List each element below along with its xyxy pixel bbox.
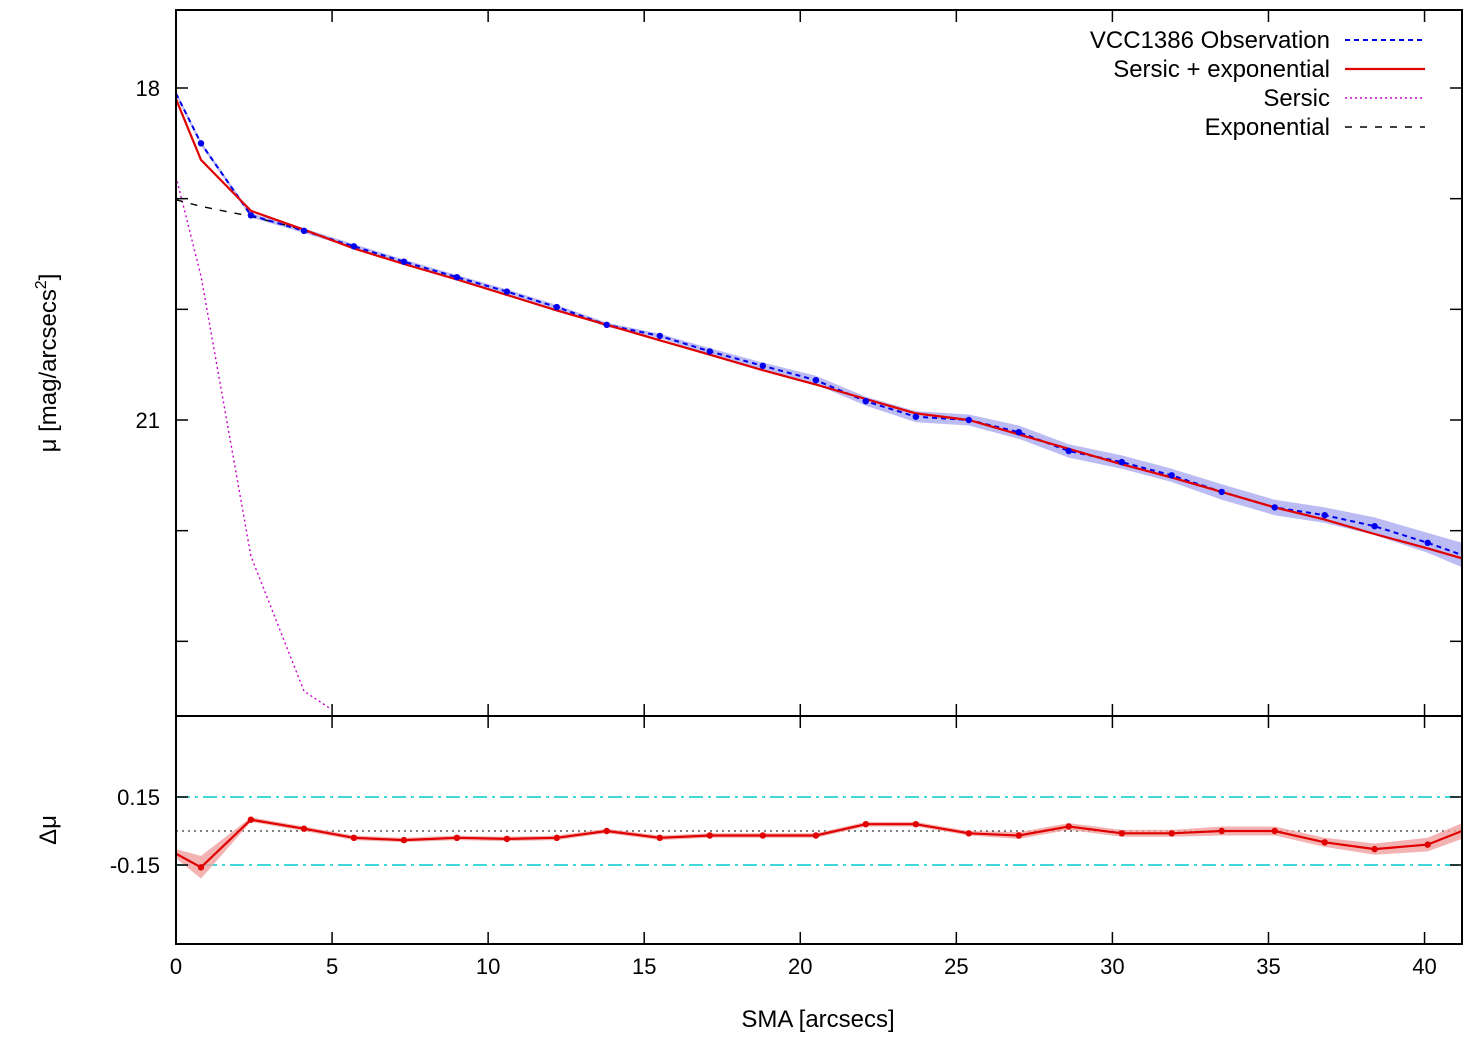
observation-point bbox=[503, 288, 511, 295]
residual-point bbox=[1424, 841, 1431, 848]
y-axis-label-close: ] bbox=[35, 274, 62, 281]
residual-point bbox=[197, 864, 205, 871]
observation-point bbox=[197, 140, 205, 147]
residual-point bbox=[1118, 830, 1126, 837]
y-tick-label: 21 bbox=[136, 408, 160, 433]
residual-point bbox=[1015, 832, 1022, 839]
observation-point bbox=[247, 212, 255, 219]
observation-error-band bbox=[176, 91, 1462, 568]
series-line-exponential bbox=[176, 199, 305, 231]
observation-point bbox=[553, 303, 560, 311]
y-axis-label-main: μ [mag/arcsecs bbox=[35, 289, 62, 452]
residual-points bbox=[197, 816, 1431, 871]
x-axis-label: SMA [arcsecs] bbox=[741, 1006, 894, 1033]
y-axis-label: μ [mag/arcsecs2] bbox=[33, 274, 62, 453]
residual-point bbox=[603, 827, 610, 835]
main-series bbox=[176, 93, 1462, 709]
residual-point bbox=[759, 832, 766, 839]
legend-label: Sersic + exponential bbox=[1113, 56, 1330, 83]
residual-point bbox=[1218, 827, 1225, 835]
x-tick-label: 40 bbox=[1412, 954, 1436, 979]
x-tick-label: 25 bbox=[944, 954, 968, 979]
residual-y-axis-label: Δμ bbox=[35, 815, 62, 845]
observation-point bbox=[1371, 523, 1378, 530]
observation-point bbox=[1015, 429, 1022, 436]
observation-point bbox=[400, 258, 408, 265]
residual-point bbox=[1065, 823, 1072, 830]
series-line-sersic-exponential bbox=[176, 98, 1462, 560]
series-line-sersic bbox=[176, 176, 330, 709]
axis-ticks bbox=[175, 10, 1462, 944]
x-tick-label: 10 bbox=[476, 954, 500, 979]
residual-plot-frame bbox=[175, 715, 1463, 945]
residual-point bbox=[400, 836, 408, 844]
residual-error-band bbox=[176, 817, 1462, 879]
residual-point bbox=[1271, 827, 1278, 835]
legend-label: VCC1386 Observation bbox=[1090, 27, 1330, 54]
residual-point bbox=[453, 834, 461, 841]
residual-point bbox=[706, 832, 713, 839]
observation-point bbox=[656, 332, 663, 340]
observation-point bbox=[1321, 512, 1328, 519]
observation-point bbox=[812, 377, 820, 384]
observation-point bbox=[603, 321, 610, 328]
residual-point bbox=[1168, 830, 1175, 837]
x-tick-label: 20 bbox=[788, 954, 812, 979]
observation-point bbox=[1168, 472, 1175, 479]
residual-point bbox=[1321, 839, 1328, 846]
residual-point bbox=[912, 821, 919, 828]
main-points bbox=[197, 140, 1431, 546]
residual-point bbox=[862, 821, 869, 828]
series-line-vcc1386-observation bbox=[176, 93, 1462, 556]
observation-point bbox=[300, 227, 308, 234]
x-tick-label: 0 bbox=[170, 954, 182, 979]
y-tick-label: 18 bbox=[136, 76, 160, 101]
x-tick-label: 15 bbox=[632, 954, 656, 979]
main-error-band bbox=[176, 91, 1462, 568]
observation-point bbox=[1271, 504, 1278, 511]
residual-point bbox=[247, 816, 255, 823]
residual-point bbox=[1371, 845, 1378, 853]
residual-point bbox=[300, 825, 308, 832]
observation-point bbox=[1218, 488, 1225, 496]
observation-point bbox=[1118, 458, 1126, 466]
observation-point bbox=[862, 398, 869, 405]
residual-point bbox=[350, 834, 358, 841]
legend-label: Sersic bbox=[1263, 85, 1330, 112]
y-axis-label-superscript: 2 bbox=[33, 280, 50, 289]
residual-y-tick-label: -0.15 bbox=[110, 853, 160, 878]
tick-labels: 0 5 10 15 20 25 30 35 40 18 21 0.15 -0.15 bbox=[110, 76, 1437, 979]
x-tick-label: 30 bbox=[1100, 954, 1124, 979]
observation-point bbox=[350, 243, 358, 250]
x-tick-label: 35 bbox=[1256, 954, 1280, 979]
legend-label: Exponential bbox=[1205, 114, 1330, 141]
residual-y-tick-label: 0.15 bbox=[117, 785, 160, 810]
residual-point bbox=[812, 832, 820, 839]
residual-reference-lines bbox=[176, 796, 1462, 866]
residual-error-band bbox=[176, 817, 1462, 879]
observation-point bbox=[912, 413, 919, 420]
residual-point bbox=[656, 834, 663, 841]
observation-point bbox=[1065, 447, 1072, 455]
observation-point bbox=[965, 416, 972, 424]
observation-point bbox=[759, 362, 766, 369]
residual-point bbox=[553, 834, 560, 841]
x-tick-label: 5 bbox=[326, 954, 338, 979]
observation-point bbox=[706, 348, 713, 355]
residual-point bbox=[503, 835, 511, 843]
observation-point bbox=[1424, 539, 1431, 546]
observation-point bbox=[453, 274, 461, 281]
residual-point bbox=[965, 830, 972, 837]
